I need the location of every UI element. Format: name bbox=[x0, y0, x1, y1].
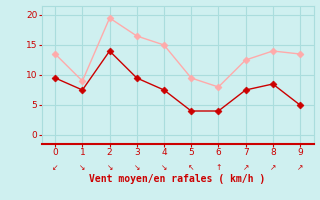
Text: ↗: ↗ bbox=[270, 163, 276, 172]
Text: ↘: ↘ bbox=[161, 163, 167, 172]
Text: ↑: ↑ bbox=[215, 163, 221, 172]
Text: ↘: ↘ bbox=[107, 163, 113, 172]
Text: ↖: ↖ bbox=[188, 163, 194, 172]
Text: ↘: ↘ bbox=[134, 163, 140, 172]
X-axis label: Vent moyen/en rafales ( km/h ): Vent moyen/en rafales ( km/h ) bbox=[90, 174, 266, 184]
Text: ↘: ↘ bbox=[79, 163, 85, 172]
Text: ↗: ↗ bbox=[243, 163, 249, 172]
Text: ↙: ↙ bbox=[52, 163, 58, 172]
Text: ↗: ↗ bbox=[297, 163, 303, 172]
